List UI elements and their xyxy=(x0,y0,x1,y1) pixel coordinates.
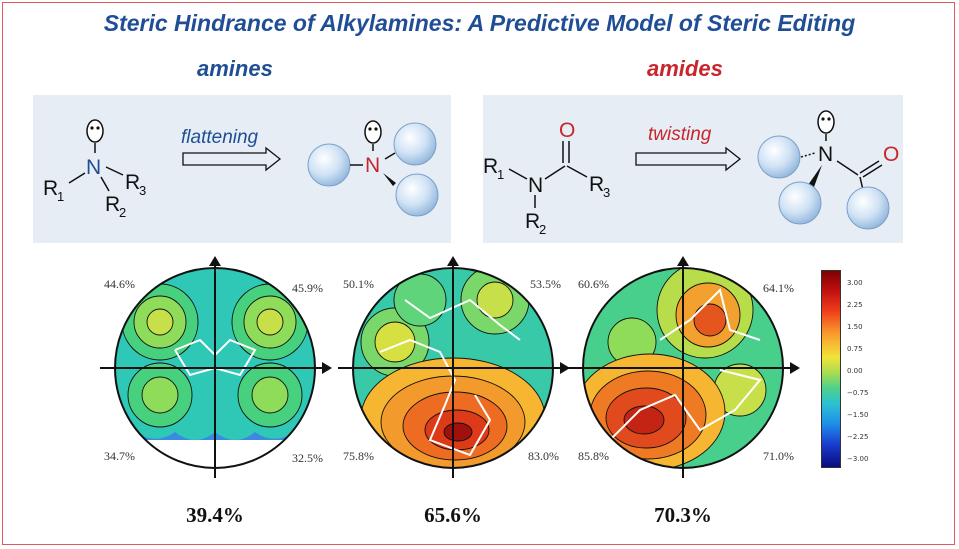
amides-heading: amides xyxy=(647,56,723,81)
map2-total: 65.6% xyxy=(424,503,482,527)
amine-r1: R xyxy=(43,177,58,200)
amide-r3: R xyxy=(589,173,604,196)
amines-heading: amines xyxy=(197,56,273,81)
svg-text:1: 1 xyxy=(57,189,64,204)
amide-r2: R xyxy=(525,210,540,233)
substituent-ball-icon xyxy=(757,135,801,179)
amine-n-atom: N xyxy=(86,156,101,179)
colorbar xyxy=(821,270,841,468)
map1-bottom-right: 32.5% xyxy=(292,451,323,465)
lone-pair-icon xyxy=(817,110,835,134)
map1-bottom-left: 34.7% xyxy=(104,449,135,463)
amine-r2: R xyxy=(105,193,120,216)
amides-scheme: R 1 N R 2 O R 3 twisting N O xyxy=(483,110,899,237)
svg-text:2: 2 xyxy=(539,222,546,237)
colorbar-tick: −2.25 xyxy=(847,433,869,441)
colorbar-tick: −0.75 xyxy=(847,389,869,397)
map3-top-right: 64.1% xyxy=(763,281,794,295)
twisting-arrow-icon xyxy=(635,146,742,172)
amine-r3: R xyxy=(125,171,140,194)
flattening-label: flattening xyxy=(181,127,259,148)
map3-total: 70.3% xyxy=(654,503,712,527)
colorbar-tick: 3.00 xyxy=(847,279,863,287)
svg-text:3: 3 xyxy=(603,185,610,200)
substituent-ball-icon xyxy=(395,173,439,217)
colorbar-tick: −1.50 xyxy=(847,411,869,419)
map1-total: 39.4% xyxy=(186,503,244,527)
map2-top-right: 53.5% xyxy=(530,277,561,291)
substituent-ball-icon xyxy=(307,143,351,187)
twisting-label: twisting xyxy=(648,124,712,145)
product-n-atom: N xyxy=(365,154,380,177)
substituent-ball-icon xyxy=(393,122,437,166)
colorbar-tick: 0.00 xyxy=(847,367,863,375)
flattening-arrow-icon xyxy=(182,146,282,172)
colorbar-tick: 1.50 xyxy=(847,323,863,331)
map2-top-left: 50.1% xyxy=(343,277,374,291)
amide-o-atom: O xyxy=(559,119,575,142)
lone-pair-icon xyxy=(364,120,382,144)
map2-bottom-left: 75.8% xyxy=(343,449,374,463)
amide-r1: R xyxy=(483,155,498,178)
amines-scheme: N R 1 R 3 R 2 flattening N xyxy=(43,119,439,220)
map1-top-left: 44.6% xyxy=(104,277,135,291)
substituent-ball-icon xyxy=(846,186,890,230)
product-o-atom: O xyxy=(883,143,899,166)
steric-maps: 44.6% 45.9% 34.7% 32.5% 50.1% 53.5% 75.8… xyxy=(100,256,800,478)
amides-panel: R 1 N R 2 O R 3 twisting N O xyxy=(483,95,903,243)
colorbar-tick: 0.75 xyxy=(847,345,863,353)
map3-top-left: 60.6% xyxy=(578,277,609,291)
amines-panel: N R 1 R 3 R 2 flattening N xyxy=(33,95,451,243)
svg-text:2: 2 xyxy=(119,205,126,220)
svg-text:1: 1 xyxy=(497,167,504,182)
map1-top-right: 45.9% xyxy=(292,281,323,295)
lone-pair-icon xyxy=(86,119,104,143)
map3-bottom-right: 71.0% xyxy=(763,449,794,463)
colorbar-tick: −3.00 xyxy=(847,455,869,463)
svg-text:3: 3 xyxy=(139,183,146,198)
map3-bottom-left: 85.8% xyxy=(578,449,609,463)
figure-title: Steric Hindrance of Alkylamines: A Predi… xyxy=(103,10,856,36)
colorbar-tick: 2.25 xyxy=(847,301,863,309)
amide-n-atom: N xyxy=(528,174,543,197)
product-n-atom: N xyxy=(818,143,833,166)
substituent-ball-icon xyxy=(778,181,822,225)
steric-map-2 xyxy=(338,256,570,478)
map2-bottom-right: 83.0% xyxy=(528,449,559,463)
